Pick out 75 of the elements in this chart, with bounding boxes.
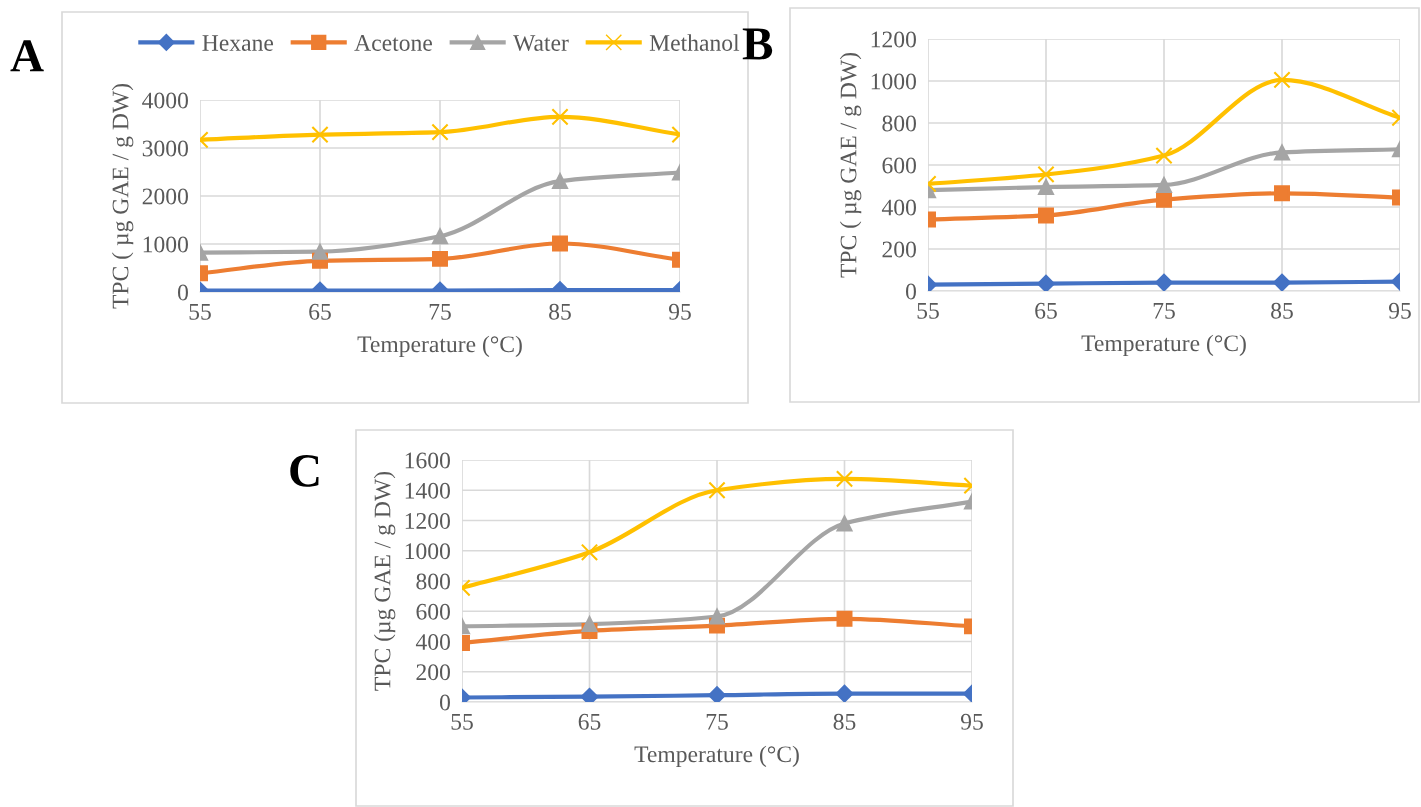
point bbox=[708, 686, 726, 702]
y-tick-label: 1600 bbox=[405, 452, 450, 469]
point bbox=[835, 684, 854, 702]
x-tick-label: 55 bbox=[917, 303, 939, 319]
point bbox=[1155, 273, 1173, 291]
point bbox=[1038, 207, 1054, 224]
x-tick-label: 75 bbox=[429, 304, 451, 320]
y-tick-label: 1000 bbox=[405, 543, 450, 560]
x-axis-title: Temperature (°C) bbox=[634, 745, 799, 768]
x-tick-label: 55 bbox=[189, 304, 211, 320]
point bbox=[1037, 274, 1055, 291]
y-axis-title: TPC ( µg GAE / g DW) bbox=[111, 84, 134, 309]
x-tick-label: 65 bbox=[309, 303, 331, 320]
x-axis-title: Temperature (°C) bbox=[1081, 334, 1246, 357]
x-tick-label: 85 bbox=[549, 303, 571, 320]
point bbox=[1037, 165, 1055, 184]
x-tick-label: 95 bbox=[668, 303, 691, 320]
y-tick-label: 800 bbox=[416, 573, 450, 590]
point bbox=[431, 123, 449, 141]
y-tick-label: 1000 bbox=[143, 236, 188, 253]
point bbox=[552, 173, 568, 190]
y-tick-label: 200 bbox=[882, 241, 916, 258]
y-tick-label: 0 bbox=[439, 694, 450, 711]
point bbox=[1156, 176, 1172, 193]
point bbox=[432, 250, 448, 267]
point bbox=[836, 610, 853, 627]
point bbox=[1038, 179, 1054, 196]
x-tick-label: 75 bbox=[1153, 303, 1175, 319]
point bbox=[311, 125, 329, 144]
point bbox=[1156, 191, 1172, 208]
y-axis-title: TPC ( µg GAE / g DW) bbox=[839, 53, 862, 278]
x-tick-label: 65 bbox=[1035, 302, 1057, 319]
y-tick-label: 2000 bbox=[142, 188, 188, 205]
y-tick-label: 4000 bbox=[142, 92, 188, 109]
x-tick-label: 65 bbox=[578, 713, 601, 730]
y-tick-label: 400 bbox=[881, 199, 916, 216]
x-axis-title: Temperature (°C) bbox=[357, 335, 522, 358]
point bbox=[581, 616, 598, 633]
chart-title: B bbox=[742, 28, 773, 60]
chart-title: A bbox=[10, 40, 44, 72]
point bbox=[551, 108, 569, 126]
y-tick-label: 0 bbox=[177, 284, 188, 301]
point bbox=[580, 543, 599, 561]
y-tick-label: 200 bbox=[416, 664, 450, 681]
x-tick-label: 85 bbox=[833, 713, 856, 730]
y-tick-label: 1200 bbox=[871, 31, 916, 48]
x-tick-label: 75 bbox=[706, 714, 728, 730]
point bbox=[312, 243, 328, 260]
point bbox=[708, 481, 726, 499]
point bbox=[432, 228, 448, 245]
y-tick-label: 600 bbox=[882, 157, 916, 174]
point bbox=[709, 608, 725, 625]
y-tick-label: 1000 bbox=[871, 73, 916, 90]
x-tick-label: 95 bbox=[1388, 302, 1411, 319]
y-tick-label: 0 bbox=[905, 283, 916, 300]
y-tick-label: 400 bbox=[415, 633, 450, 650]
x-tick-label: 95 bbox=[960, 713, 983, 730]
legend-label: Hexane bbox=[202, 35, 274, 51]
y-tick-label: 1200 bbox=[405, 512, 450, 529]
legend-label: Methanol bbox=[649, 34, 740, 51]
y-tick-label: 600 bbox=[416, 603, 450, 620]
x-tick-label: 55 bbox=[451, 714, 473, 730]
legend-label: Acetone bbox=[354, 35, 432, 51]
legend-label: Water bbox=[513, 35, 569, 52]
point bbox=[836, 515, 853, 532]
y-tick-label: 1400 bbox=[405, 482, 450, 499]
point bbox=[1155, 146, 1173, 165]
point bbox=[580, 687, 599, 702]
point bbox=[552, 235, 568, 252]
chart-title: C bbox=[290, 455, 319, 487]
y-tick-label: 3000 bbox=[142, 140, 188, 157]
point bbox=[835, 470, 854, 488]
y-tick-label: 800 bbox=[882, 115, 916, 132]
y-axis-title: TPC (µg GAE / g DW) bbox=[373, 471, 396, 691]
x-tick-label: 85 bbox=[1271, 302, 1293, 319]
